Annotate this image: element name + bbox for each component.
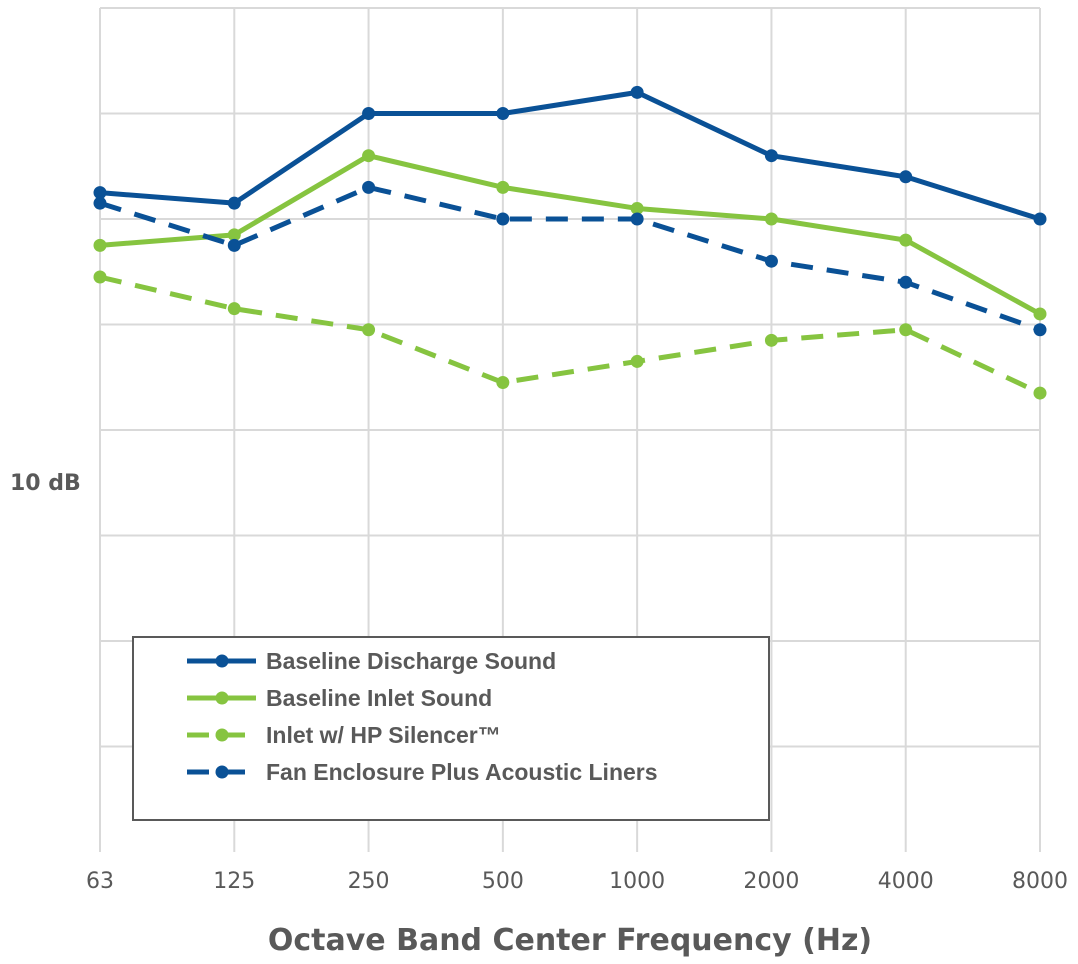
data-point (764, 333, 778, 347)
data-point (899, 323, 913, 337)
x-axis-title: Octave Band Center Frequency (Hz) (268, 923, 872, 958)
data-point (227, 228, 241, 242)
data-point (496, 107, 510, 120)
data-point (899, 233, 913, 247)
series-line (99, 153, 1042, 317)
legend-marker (215, 691, 229, 705)
gridlines (99, 7, 1041, 852)
legend-label: Fan Enclosure Plus Acoustic Liners (266, 759, 658, 785)
series-2 (93, 149, 1047, 321)
legend: Baseline Discharge Sound Baseline Inlet S… (132, 636, 770, 821)
data-point (630, 85, 644, 99)
data-point (362, 323, 376, 337)
x-tick-labels: 63 125 250 500 1000 2000 4000 8000 (86, 869, 1068, 894)
legend-label: Baseline Inlet Sound (266, 685, 492, 711)
data-point (93, 238, 107, 252)
x-tick-label: 1000 (609, 869, 665, 894)
legend-box (132, 636, 770, 821)
x-tick-label: 250 (348, 869, 390, 894)
data-point (93, 270, 107, 284)
x-tick-label: 125 (213, 869, 255, 894)
series-line (99, 184, 1041, 333)
data-point (362, 180, 376, 194)
data-point (630, 354, 644, 368)
x-tick-label: 500 (482, 869, 524, 894)
series-layer (93, 85, 1047, 400)
data-point (362, 107, 376, 120)
series-line (99, 274, 1042, 396)
data-point (93, 186, 107, 200)
x-tick-label: 8000 (1012, 869, 1068, 894)
y-scale-label: 10 dB (10, 471, 81, 496)
series-1 (93, 85, 1047, 226)
data-point (630, 201, 644, 215)
x-tick-label: 63 (86, 869, 114, 894)
series-4 (93, 180, 1047, 337)
series-3 (93, 270, 1047, 400)
data-point (362, 149, 376, 163)
legend-marker (215, 728, 229, 742)
data-point (227, 238, 241, 252)
data-point (899, 170, 913, 184)
legend-marker (215, 654, 229, 668)
data-point (899, 275, 913, 289)
data-point (496, 180, 510, 194)
data-point (1033, 386, 1047, 400)
data-point (1033, 323, 1047, 337)
legend-marker (215, 765, 229, 779)
data-point (764, 254, 778, 268)
x-tick-label: 2000 (743, 869, 799, 894)
data-point (227, 302, 241, 316)
data-point (496, 212, 510, 226)
x-tick-label: 4000 (878, 869, 934, 894)
legend-label: Baseline Discharge Sound (266, 648, 556, 674)
data-point (764, 149, 778, 163)
data-point (227, 196, 241, 210)
data-point (630, 212, 644, 226)
series-line (99, 89, 1041, 222)
data-point (1033, 307, 1047, 321)
data-point (93, 196, 107, 210)
data-point (1033, 212, 1047, 226)
data-point (764, 212, 778, 226)
data-point (496, 376, 510, 390)
legend-label: Inlet w/ HP Silencer™ (266, 722, 501, 748)
